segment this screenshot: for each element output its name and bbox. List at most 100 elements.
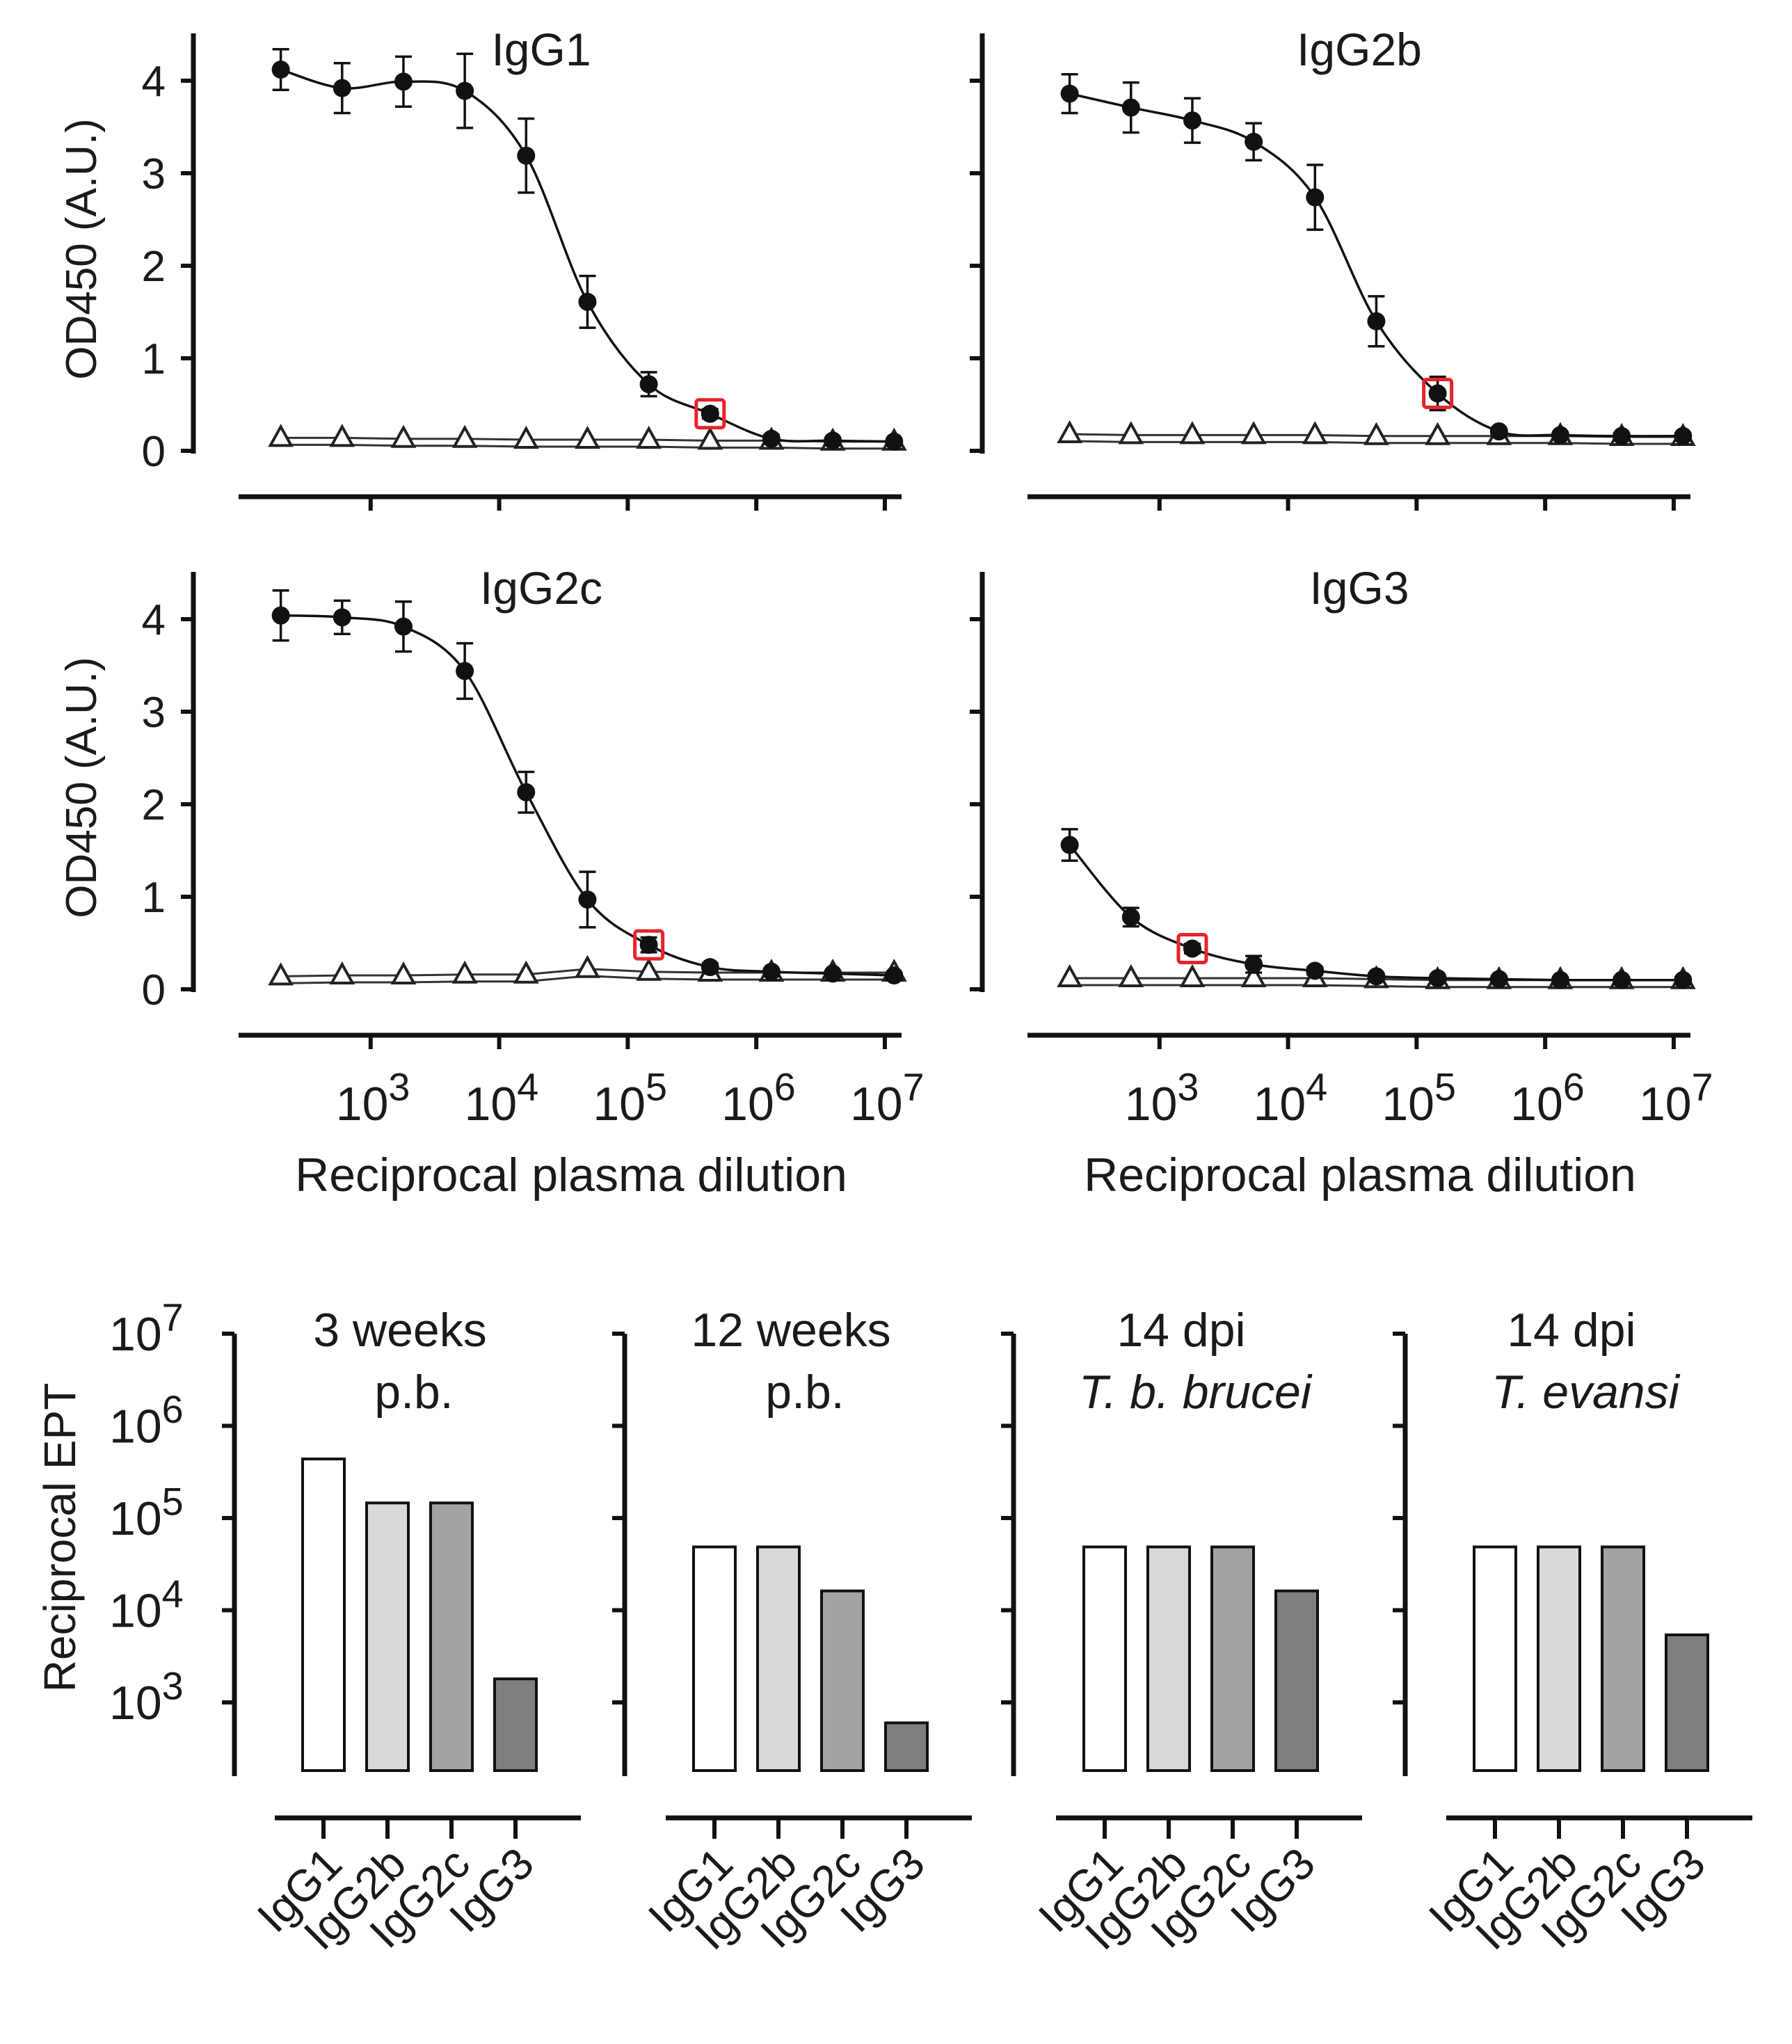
y-tick-label: 103 [109,1664,184,1730]
data-point [1489,970,1508,989]
y-tick-label-base: 10 [109,1585,162,1638]
x-tick-label-base: 10 [1125,1078,1178,1131]
data-point [1121,908,1140,927]
panel-title-line-1: 12 weeks [691,1304,890,1357]
panel-title: IgG1 [491,24,591,75]
control-point [1240,964,1267,988]
x-tick-label-base: 10 [721,1078,774,1131]
panel-title: IgG3 [1309,562,1409,614]
control-point [268,424,294,447]
data-point [1245,955,1263,974]
control-point [1302,421,1328,445]
data-point [1060,836,1079,854]
panel-title-line-2: T. b. brucei [1079,1366,1313,1419]
y-tick-label: 1 [142,335,166,383]
data-point [394,617,413,636]
bar [820,1589,865,1772]
bar [1210,1545,1255,1773]
control-point [390,961,417,985]
control-point [1057,964,1083,988]
data-point [1306,188,1325,207]
x-axis-label: Reciprocal plasma dilution [1084,1149,1636,1201]
x-tick-label-exponent: 4 [1306,1065,1327,1108]
data-point [1551,426,1569,445]
control-point [329,961,355,985]
bar [429,1501,474,1773]
fit-curve [280,68,895,443]
data-point [885,432,904,451]
data-point [1428,969,1447,988]
endpoint-marker [1422,378,1454,410]
x-tick-label-exponent: 3 [388,1065,410,1108]
y-tick-label: 106 [109,1388,184,1453]
control-point [329,424,355,447]
line-panel-2: IgG2b [970,24,1696,511]
bar [1665,1633,1709,1772]
panel-title-line-1: 14 dpi [1507,1304,1635,1357]
bar [884,1721,929,1773]
x-tick-label: 107 [850,1065,925,1131]
x-tick-label-exponent: 4 [517,1065,538,1108]
x-tick-label-base: 10 [593,1078,646,1131]
y-tick-label-base: 10 [109,1400,162,1453]
control-point [1118,421,1144,445]
panel-title-line-1: 14 dpi [1117,1304,1245,1357]
y-tick-label: 107 [109,1295,184,1361]
control-point [1179,964,1206,988]
fit-curve [1069,92,1683,438]
data-point [1367,312,1386,330]
data-point [1306,961,1325,980]
data-point [701,404,719,423]
y-axis-label: Reciprocal EPT [35,1383,85,1693]
x-tick-label: 103 [336,1065,410,1131]
fit-curve [1069,844,1683,982]
panel-title-line-2: p.b. [765,1366,844,1419]
data-point [639,375,658,394]
x-axis-label: Reciprocal plasma dilution [295,1149,847,1201]
data-point [1245,132,1263,151]
data-point [1428,384,1447,403]
bar [756,1545,801,1773]
control-point [1057,420,1083,444]
x-tick-label-base: 10 [465,1078,518,1131]
panel-title: IgG2b [1297,24,1422,75]
data-point [1551,971,1569,989]
bar [1146,1545,1191,1773]
y-tick-label: 105 [109,1480,184,1545]
figure-layer: 0 1 2 3 4 OD450 (A.U.) IgG1 IgG2b 0 1 2 3 4 OD450 (A.… [35,24,1752,1959]
control-point [451,424,478,448]
bar [1601,1545,1645,1773]
x-tick-label-exponent: 6 [1563,1065,1585,1108]
data-point [1613,971,1631,989]
bar [1082,1545,1127,1773]
control-point [268,962,294,986]
data-point [456,662,474,680]
data-point [1367,967,1386,986]
y-tick-label-exponent: 7 [162,1295,184,1339]
x-tick-label-base: 10 [336,1078,389,1131]
x-tick-label: 107 [1639,1065,1713,1131]
data-point [1183,111,1201,130]
control-point [1179,421,1206,445]
x-tick-label-exponent: 5 [1434,1065,1456,1108]
bar [1537,1545,1581,1773]
data-point [1613,426,1631,445]
control-point [1425,422,1451,445]
control-point [575,425,600,449]
panel-title-line-1: 3 weeks [313,1304,486,1357]
data-point [824,431,842,450]
data-point [639,936,658,955]
y-axis-label: OD450 (A.U.) [58,118,106,380]
bar [1274,1589,1319,1772]
y-tick-label: 1 [142,874,166,922]
data-point [1674,426,1693,445]
x-tick-label-base: 10 [1510,1078,1563,1131]
control-point [513,960,539,984]
data-point [578,292,597,311]
bar [692,1545,737,1773]
x-tick-label: 106 [721,1065,796,1131]
